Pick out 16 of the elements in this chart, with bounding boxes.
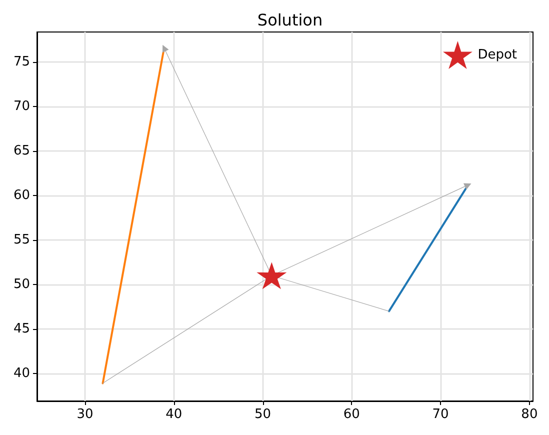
y-tick-label: 65	[13, 144, 30, 159]
x-tick-label: 70	[432, 407, 449, 422]
x-tick-label: 40	[166, 407, 182, 422]
y-tick-label: 40	[13, 366, 30, 381]
x-tick-label: 30	[76, 407, 94, 422]
x-tick-label: 60	[343, 407, 360, 422]
y-tick-label: 50	[13, 277, 30, 292]
chart-title: Solution	[257, 10, 323, 30]
y-tick-label: 55	[13, 232, 30, 248]
y-tick-label: 45	[13, 321, 30, 336]
y-tick-label: 60	[13, 188, 30, 204]
x-tick-label: 50	[254, 407, 272, 422]
legend-label: Depot	[478, 48, 517, 62]
y-tick-label: 70	[13, 99, 30, 114]
x-tick-label: 80	[521, 407, 538, 422]
y-tick-label: 75	[13, 54, 30, 70]
